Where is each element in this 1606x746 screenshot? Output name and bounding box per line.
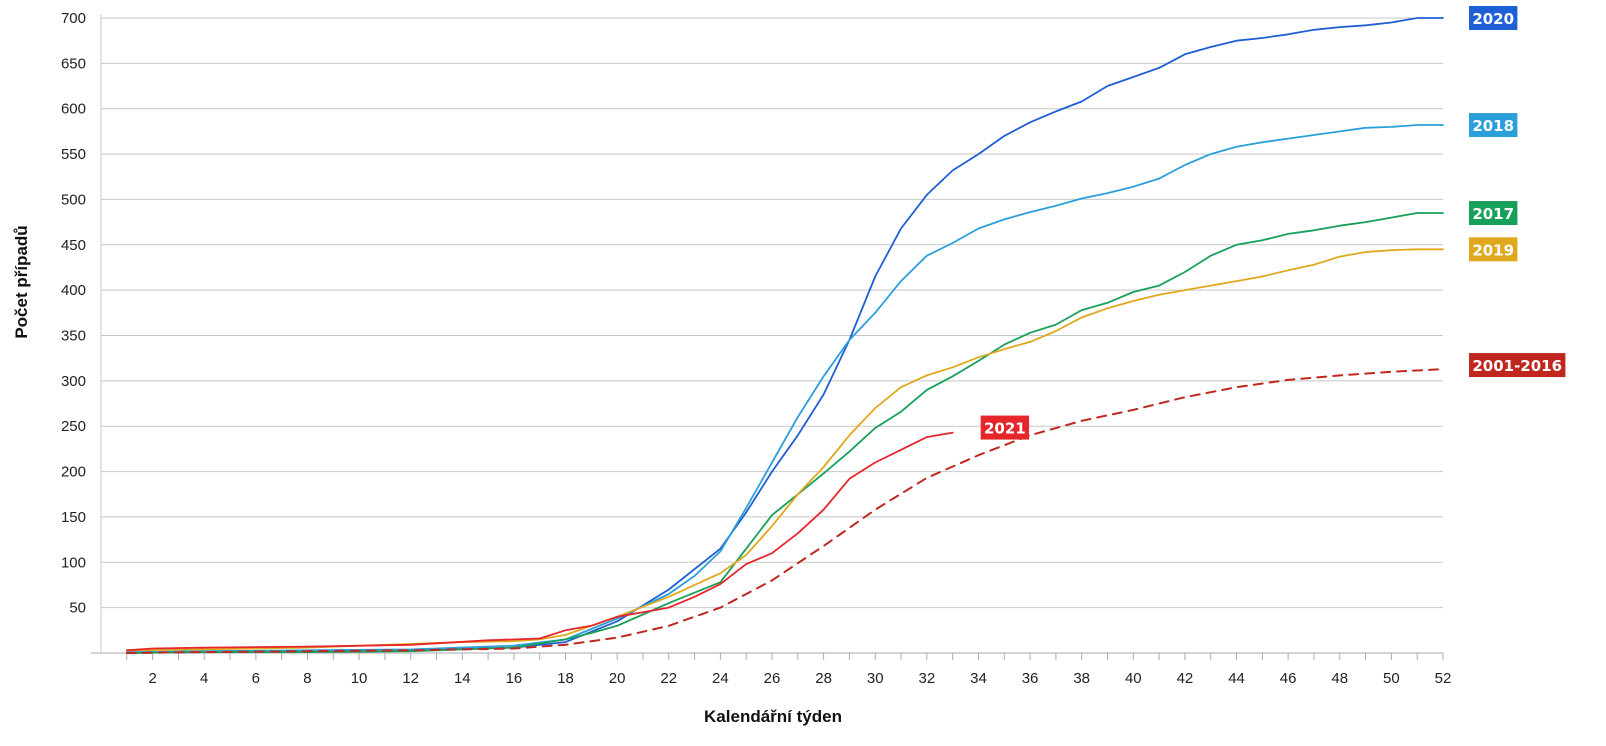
y-tick-label: 350 <box>61 328 86 345</box>
series-label-text: 2020 <box>1472 10 1514 28</box>
series-label-background <box>1469 6 1518 30</box>
x-tick-label: 52 <box>1435 670 1452 687</box>
x-tick-label: 8 <box>303 670 311 687</box>
x-tick-label: 24 <box>712 670 729 687</box>
x-tick-label: 38 <box>1073 670 1090 687</box>
y-tick-label: 550 <box>61 146 86 163</box>
x-tick-label: 4 <box>200 670 208 687</box>
y-tick-label: 100 <box>61 554 86 571</box>
y-tick-label: 500 <box>61 191 86 208</box>
series-line-2019 <box>125 248 1444 652</box>
y-tick-label: 300 <box>61 373 86 390</box>
y-tick-label: 250 <box>61 418 86 435</box>
series-label-2020: 2020 <box>1469 6 1518 30</box>
x-tick-label: 26 <box>764 670 781 687</box>
series-line-2020 <box>125 17 1444 654</box>
x-tick-label: 50 <box>1383 670 1400 687</box>
x-tick-label: 18 <box>557 670 574 687</box>
series-label-text: 2001-2016 <box>1472 357 1562 375</box>
x-tick-label: 30 <box>867 670 884 687</box>
x-tick-label: 32 <box>919 670 936 687</box>
y-tick-label: 600 <box>61 101 86 118</box>
x-tick-label: 36 <box>1022 670 1039 687</box>
series-label-text: 2019 <box>1472 241 1514 259</box>
series-lines <box>125 17 1444 654</box>
series-label-background <box>1469 353 1566 378</box>
x-tick-label: 22 <box>660 670 677 687</box>
x-tick-label: 2 <box>148 670 156 687</box>
x-tick-label: 12 <box>402 670 419 687</box>
x-tick-label: 40 <box>1125 670 1142 687</box>
y-tick-label: 450 <box>61 237 86 254</box>
axes: 5010015020025030035040045050055060065070… <box>61 10 1451 687</box>
series-labels: 2020 2018 2017 2019 2021 2001-2016 <box>980 6 1566 440</box>
x-tick-label: 14 <box>454 670 471 687</box>
series-label-2017: 2017 <box>1469 201 1518 226</box>
x-tick-label: 48 <box>1331 670 1348 687</box>
y-tick-label: 400 <box>61 282 86 299</box>
x-tick-label: 10 <box>351 670 368 687</box>
x-tick-label: 42 <box>1177 670 1194 687</box>
series-line-2017 <box>125 212 1444 654</box>
x-tick-label: 46 <box>1280 670 1297 687</box>
series-label-background <box>1469 113 1518 138</box>
series-line-2018 <box>125 124 1444 653</box>
x-axis-title: Kalendářní týden <box>704 707 842 726</box>
y-tick-label: 700 <box>61 10 86 27</box>
x-tick-label: 44 <box>1228 670 1245 687</box>
series-label-background <box>1469 237 1518 262</box>
series-line-2001-2016 <box>125 368 1444 654</box>
y-tick-label: 650 <box>61 55 86 72</box>
x-tick-label: 16 <box>506 670 523 687</box>
series-label-2018: 2018 <box>1469 113 1518 138</box>
series-label-2001-2016: 2001-2016 <box>1469 353 1566 378</box>
y-tick-label: 150 <box>61 509 86 526</box>
x-tick-label: 28 <box>815 670 832 687</box>
y-tick-label: 200 <box>61 464 86 481</box>
series-line-2021 <box>125 431 954 652</box>
gridlines <box>101 17 1443 609</box>
y-tick-label: 50 <box>69 600 86 617</box>
series-label-text: 2018 <box>1472 117 1514 135</box>
series-label-text: 2021 <box>984 420 1026 438</box>
x-tick-label: 6 <box>252 670 260 687</box>
x-tick-label: 20 <box>609 670 626 687</box>
series-label-2019: 2019 <box>1469 237 1518 262</box>
series-label-background <box>1469 201 1518 226</box>
series-label-background <box>980 415 1030 440</box>
y-axis-title: Počet případů <box>12 225 31 338</box>
series-label-2021: 2021 <box>980 415 1030 440</box>
x-tick-label: 34 <box>970 670 987 687</box>
series-label-text: 2017 <box>1472 205 1514 223</box>
